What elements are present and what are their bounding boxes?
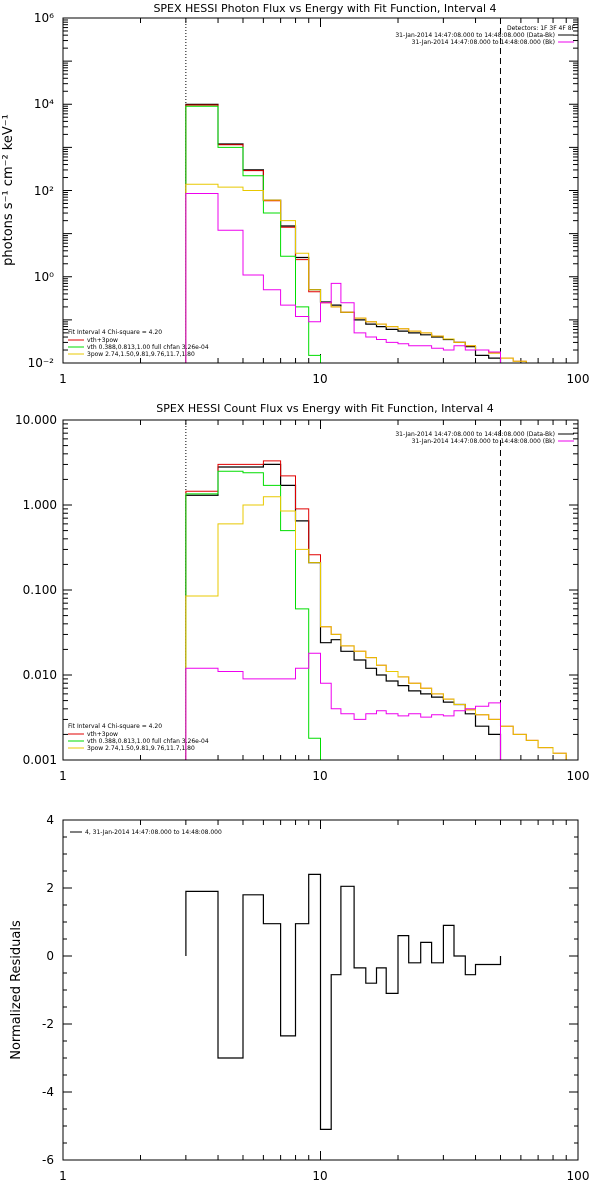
photon-legend-3pow: 3pow 2.74,1.50,9.81,9.76,11.7,1.80 (87, 351, 195, 358)
photon-x-tick-1: 1 (59, 372, 67, 386)
resid-y-tick-neg2: -2 (42, 1017, 54, 1031)
count-x-tick-10: 10 (312, 769, 327, 783)
photon-y-tick-1e6: 10⁶ (34, 11, 54, 25)
count-y-tick-10.000: 10.000 (15, 413, 57, 427)
residuals-panel: 1 10 100 -6 -4 -2 0 2 4 Normalized Resid… (9, 813, 589, 1183)
resid-y-tick-4: 4 (46, 813, 54, 827)
count-legend-3pow: 3pow 2.74,1.50,9.81,9.76,11.7,1.80 (87, 745, 195, 752)
photon-series-3pow (185, 183, 539, 364)
count-series-vth (185, 470, 332, 761)
photon-y-tick-1e2: 10² (34, 184, 54, 198)
resid-y-tick-neg6: -6 (42, 1153, 54, 1167)
photon-legend-bk: 31-Jan-2014 14:47:08.000 to 14:48:08.000… (412, 39, 555, 46)
photon-y-tick-1e4: 10⁴ (34, 97, 54, 111)
photon-flux-plot (62, 17, 578, 364)
count-legend-bk: 31-Jan-2014 14:47:08.000 to 14:48:08.000… (412, 438, 555, 445)
photon-x-tick-100: 100 (567, 372, 590, 386)
count-y-tick-0.100: 0.100 (23, 583, 57, 597)
photon-x-tick-10: 10 (312, 372, 327, 386)
residuals-ylabel: Normalized Residuals (9, 920, 24, 1060)
photon-flux-axes-frame (62, 17, 579, 364)
count-series-bk (185, 652, 501, 760)
count-flux-title: SPEX HESSI Count Flux vs Energy with Fit… (156, 402, 493, 415)
resid-y-tick-2: 2 (46, 881, 54, 895)
count-flux-panel: SPEX HESSI Count Flux vs Energy with Fit… (15, 402, 589, 783)
resid-x-tick-100: 100 (567, 1169, 590, 1183)
photon-fit-header: Fit Interval 4 Chi-square = 4.20 (68, 329, 162, 336)
count-legend-total: vth+3pow (87, 731, 118, 738)
resid-ticks (62, 819, 578, 1161)
photon-flux-panel: SPEX HESSI Photon Flux vs Energy with Fi… (1, 2, 589, 386)
photon-flux-title: SPEX HESSI Photon Flux vs Energy with Fi… (153, 2, 496, 15)
count-y-tick-1.000: 1.000 (23, 498, 57, 512)
photon-series-bk (185, 193, 501, 363)
photon-y-tick-1e0: 10⁰ (34, 270, 54, 284)
resid-y-tick-neg4: -4 (42, 1085, 54, 1099)
resid-x-tick-10: 10 (312, 1169, 327, 1183)
residuals-plot (62, 819, 578, 1161)
photon-series-data-bk (185, 103, 502, 363)
photon-legend-data-bk: 31-Jan-2014 14:47:08.000 to 14:48:08.000… (395, 32, 555, 39)
count-legend-vth: vth 0.388,0.813,1.00 full chfan 3.26e-04 (87, 738, 209, 745)
residuals-axes-frame (62, 819, 579, 1161)
photon-legend-vth: vth 0.388,0.813,1.00 full chfan 3.26e-04 (87, 344, 209, 351)
photon-ticks (62, 17, 578, 364)
count-y-tick-0.010: 0.010 (23, 668, 57, 682)
count-fit-header: Fit Interval 4 Chi-square = 4.20 (68, 723, 162, 730)
count-x-tick-100: 100 (567, 769, 590, 783)
resid-y-tick-0: 0 (46, 949, 54, 963)
photon-detectors-label: Detectors: 1F 3F 4F 8F (507, 25, 576, 32)
resid-series-4 (185, 873, 502, 1130)
count-flux-axes-frame (62, 419, 579, 761)
photon-legend-total: vth+3pow (87, 337, 118, 344)
count-series-vth-3pow (185, 460, 578, 761)
photon-flux-ylabel: photons s⁻¹ cm⁻² keV⁻¹ (1, 114, 16, 266)
count-legend-data-bk: 31-Jan-2014 14:47:08.000 to 14:48:08.000… (395, 431, 555, 438)
resid-legend-label: 4, 31-Jan-2014 14:47:08.000 to 14:48:08.… (85, 829, 222, 836)
photon-series-vth (185, 105, 332, 364)
resid-x-tick-1: 1 (59, 1169, 67, 1183)
count-x-tick-1: 1 (59, 769, 67, 783)
count-series-3pow (185, 496, 578, 761)
count-y-tick-0.001: 0.001 (23, 753, 57, 767)
photon-y-tick-1e-2: 10⁻² (28, 356, 55, 370)
count-flux-plot (62, 419, 578, 761)
